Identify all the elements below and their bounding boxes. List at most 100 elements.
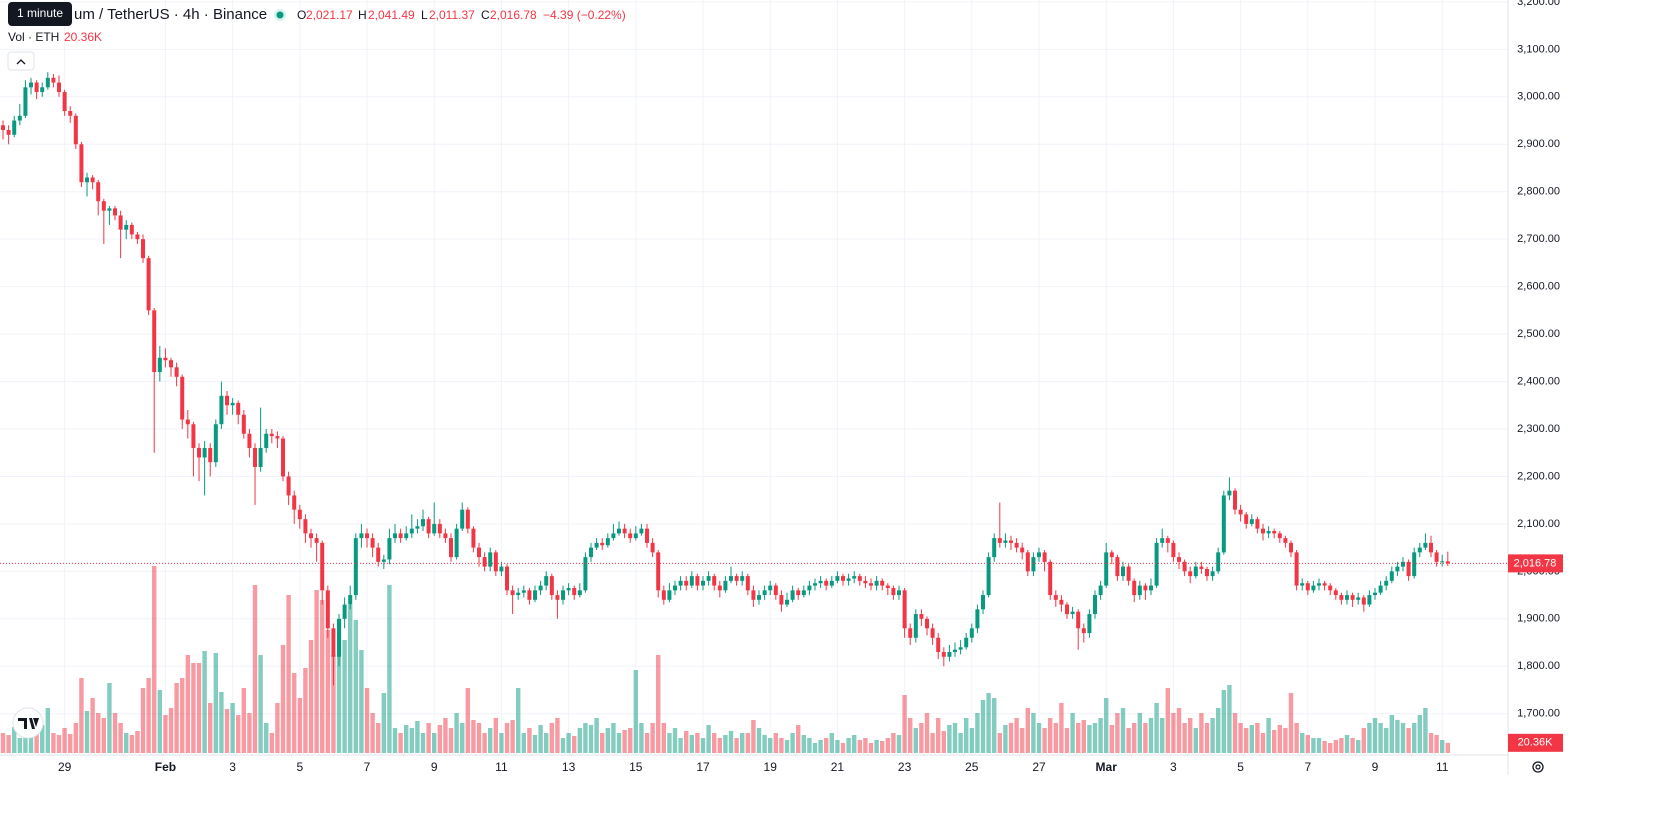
volume-bar [1132, 723, 1137, 753]
candle-body [510, 590, 515, 596]
candle-body [790, 590, 795, 600]
volume-bar [908, 718, 913, 753]
volume-bar [1109, 725, 1115, 753]
volume-bar [796, 725, 801, 753]
candle-body [925, 618, 930, 629]
candle-body [73, 115, 78, 145]
candle-body [661, 590, 666, 600]
volume-bar [555, 718, 560, 753]
candle-body [152, 310, 157, 373]
candle-body [460, 509, 465, 529]
candle-body [342, 604, 347, 619]
candle-body [577, 590, 582, 596]
collapse-box[interactable] [7, 51, 35, 71]
volume-bar [924, 713, 930, 753]
volume-bar [241, 688, 247, 753]
volume-bar [980, 700, 986, 753]
volume-bar [1115, 713, 1120, 753]
volume-bar [544, 733, 549, 753]
candle-body [678, 580, 683, 586]
volume-bar [779, 738, 784, 753]
candle-body [645, 528, 650, 543]
candle-body [1216, 552, 1221, 572]
candle-body [449, 538, 454, 558]
candle-body [387, 538, 392, 560]
candle-body [1065, 604, 1070, 615]
candle-body [768, 585, 773, 591]
candle-body [68, 111, 73, 116]
volume-bar [146, 678, 151, 753]
candle-body [409, 528, 414, 534]
candle-body [174, 367, 179, 377]
ohlc-value: 2,041.49 [368, 8, 415, 22]
volume-bar [1412, 723, 1417, 753]
candle-body [1149, 585, 1154, 591]
volume-bar [768, 738, 773, 753]
candle-body [997, 538, 1002, 543]
candle-body [309, 533, 314, 539]
candle-body [1199, 566, 1204, 569]
volume-bar [1311, 738, 1316, 753]
volume-bar [510, 720, 515, 753]
candle-body [1081, 628, 1086, 634]
ohlc-value: 2,011.37 [429, 8, 475, 22]
ohlc-key: O [297, 8, 306, 22]
candle-body [863, 580, 868, 584]
x-tick-label: 13 [562, 760, 576, 774]
candle-body [1277, 533, 1282, 539]
candle-body [1076, 611, 1081, 629]
collapse-button[interactable] [7, 51, 35, 71]
volume-bar [1143, 723, 1148, 753]
volume-bar [230, 703, 235, 753]
y-tick-label: 3,000.00 [1517, 91, 1560, 103]
volume-bar [818, 740, 823, 753]
candle-body [712, 576, 717, 586]
volume-bar [751, 720, 756, 753]
candle-body [29, 82, 34, 88]
candle-body [689, 576, 694, 586]
candle-body [589, 547, 594, 558]
candle-body [1137, 585, 1142, 596]
volume-bar [1126, 728, 1131, 753]
candle-body [90, 177, 95, 183]
candle-body [247, 433, 252, 448]
volume-bar [118, 723, 123, 753]
candle-body [1395, 566, 1400, 572]
volume-bar [180, 678, 185, 753]
volume-bar [678, 738, 683, 753]
x-tick-label: 23 [898, 760, 912, 774]
candle-body [185, 419, 190, 425]
volume-bar [84, 711, 90, 753]
candle-body [516, 592, 521, 596]
x-tick-label: 3 [1170, 760, 1177, 774]
logo[interactable] [12, 707, 44, 739]
candle-body [236, 402, 241, 415]
candle-body [292, 495, 297, 510]
candle-body [958, 647, 963, 650]
candle-body [981, 595, 986, 610]
volume-bar [1434, 735, 1439, 753]
candle-body [169, 360, 174, 368]
candle-body [1261, 528, 1266, 534]
candle-body [717, 585, 722, 591]
volume-bar [129, 735, 135, 753]
volume-bar [426, 723, 431, 753]
volume-bar [975, 713, 980, 753]
candle-body [1417, 547, 1422, 553]
candle-body [107, 208, 112, 211]
settings-button[interactable] [1532, 761, 1544, 773]
volume-bar [1255, 723, 1260, 753]
candle-body [695, 576, 700, 586]
candle-body [555, 595, 560, 600]
candle-body [219, 395, 224, 425]
volume-bar [348, 605, 353, 753]
candle-body [62, 92, 67, 112]
volume-bar [499, 733, 504, 753]
candle-body [1126, 566, 1131, 581]
y-tick-label: 3,200.00 [1517, 0, 1560, 8]
candle-body [432, 523, 437, 534]
candle-body [930, 628, 935, 638]
volume-bar [342, 640, 347, 753]
volume-bar [191, 663, 196, 753]
last-volume-box [1508, 733, 1563, 752]
